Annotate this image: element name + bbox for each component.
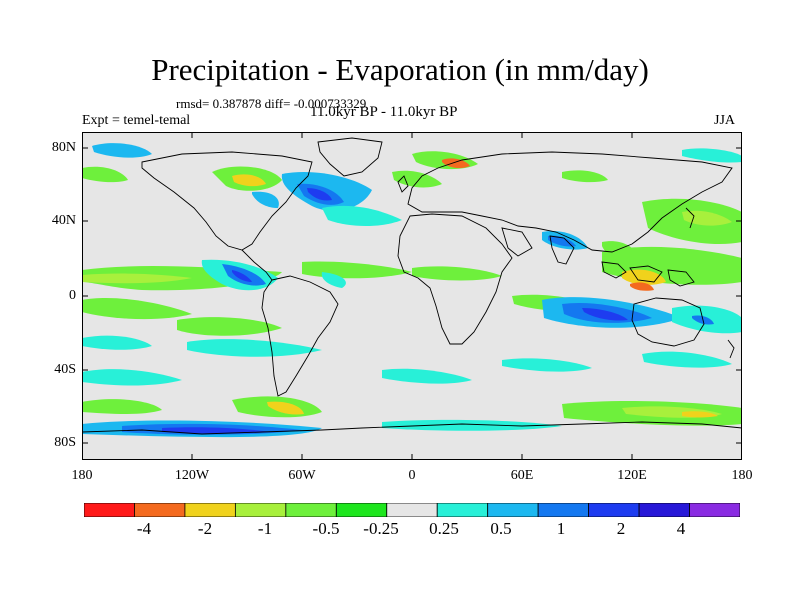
lon-label-60w: 60W — [288, 468, 316, 483]
colorbar-label-2: 2 — [616, 519, 626, 538]
chart-title: Precipitation - Evaporation (in mm/day) — [151, 52, 649, 87]
colorbar-box — [436, 503, 489, 517]
period-label: 11.0kyr BP - 11.0kyr BP — [310, 104, 458, 120]
colorbar-box — [537, 503, 590, 517]
colorbar-box — [234, 503, 287, 517]
colorbar-box — [84, 503, 135, 517]
colorbar-label-4: 4 — [676, 519, 686, 538]
colorbar-box — [487, 503, 539, 517]
colorbar-label-neg0-25: -0.25 — [363, 519, 399, 538]
colorbar-box — [134, 503, 186, 517]
lat-label-80n: 80N — [51, 140, 76, 155]
colorbar-box — [638, 503, 690, 517]
lon-label-120w: 120W — [174, 468, 210, 483]
coastlines — [82, 137, 742, 435]
season-label: JJA — [714, 113, 736, 128]
colorbar-box — [335, 503, 388, 517]
lat-label-40n: 40N — [51, 213, 76, 228]
colorbar — [84, 503, 740, 517]
colorbar-label-neg2: -2 — [197, 519, 213, 538]
lat-label-40s: 40S — [54, 362, 76, 377]
colorbar-label-1: 1 — [556, 519, 566, 538]
stats-line: rmsd= 0.387878 diff= -0.000733329 — [176, 96, 367, 111]
lon-label-180-left: 180 — [71, 468, 93, 483]
colorbar-label-0-5: 0.5 — [490, 519, 512, 538]
lon-label-180-right: 180 — [731, 468, 753, 483]
colorbar-label-neg0-5: -0.5 — [312, 519, 340, 538]
colorbar-box — [386, 503, 438, 517]
colorbar-box — [588, 503, 640, 517]
map-frame — [82, 132, 742, 460]
colorbar-label-0-25: 0.25 — [429, 519, 459, 538]
colorbar-box — [689, 503, 740, 517]
lat-label-0: 0 — [69, 288, 76, 303]
colorbar-label-neg4: -4 — [136, 519, 152, 538]
lon-label-120e: 120E — [617, 468, 647, 483]
lat-label-80s: 80S — [54, 435, 76, 450]
colorbar-box — [285, 503, 337, 517]
lon-label-60e: 60E — [510, 468, 534, 483]
map-plot — [82, 132, 742, 460]
lon-label-0: 0 — [408, 468, 416, 483]
experiment-label: Expt = temel-temal — [82, 113, 191, 128]
colorbar-label-neg1: -1 — [257, 519, 273, 538]
colorbar-box — [184, 503, 236, 517]
field-shading — [82, 143, 742, 438]
